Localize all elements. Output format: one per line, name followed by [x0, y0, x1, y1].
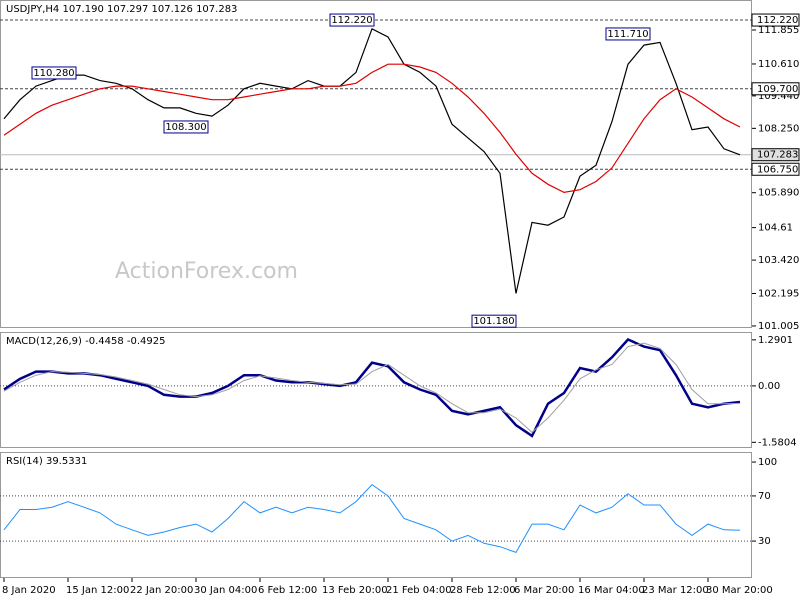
annotation-box: [163, 120, 209, 134]
annotation-label: 108.300: [165, 122, 206, 133]
panel-title: RSI(14) 39.5331: [6, 456, 87, 467]
level-label: 109.700: [757, 84, 798, 95]
panel-frame: [0, 452, 752, 578]
y-tick-label: 108.250: [758, 123, 799, 134]
panel-frame: [0, 332, 752, 448]
y-tick-label: 100: [758, 457, 777, 468]
x-tick-label: 8 Jan 2020: [2, 585, 56, 596]
x-tick-label: 21 Feb 04:00: [386, 585, 452, 596]
x-tick-label: 23 Mar 12:00: [642, 585, 709, 596]
y-tick-label: -1.5804: [758, 437, 797, 448]
x-tick-label: 13 Feb 20:00: [322, 585, 388, 596]
annotation-box: [329, 13, 375, 27]
x-tick-label: 6 Feb 12:00: [258, 585, 317, 596]
x-tick-label: 30 Mar 20:00: [706, 585, 773, 596]
level-label-box: [751, 148, 800, 162]
series-line: [3, 337, 741, 438]
y-tick-label: 110.610: [758, 59, 799, 70]
x-tick-label: 22 Jan 20:00: [130, 585, 193, 596]
panel-title: MACD(12,26,9) -0.4458 -0.4925: [6, 336, 166, 347]
panel-title: USDJPY,H4 107.190 107.297 107.126 107.28…: [6, 4, 237, 15]
y-tick-label: 111.855: [758, 25, 799, 36]
y-tick-label: 0.00: [758, 381, 780, 392]
y-tick-label: 103.420: [758, 255, 799, 266]
level-label-box: [751, 13, 800, 27]
annotation-label: 110.280: [33, 68, 74, 79]
series-line: [3, 63, 741, 194]
annotation-box: [31, 66, 77, 80]
y-tick-label: 102.195: [758, 288, 799, 299]
annotation-box: [605, 27, 651, 41]
x-tick-label: 28 Feb 12:00: [450, 585, 516, 596]
x-tick-label: 15 Jan 12:00: [66, 585, 129, 596]
level-label: 107.283: [757, 150, 798, 161]
y-tick-label: 101.005: [758, 321, 799, 332]
level-label: 106.750: [757, 164, 798, 175]
y-tick-label: 109.440: [758, 91, 799, 102]
level-label: 112.220: [757, 15, 798, 26]
series-line: [3, 342, 741, 433]
x-tick-label: 30 Jan 04:00: [194, 585, 257, 596]
y-tick-label: 70: [758, 491, 771, 502]
annotation-label: 111.710: [607, 29, 648, 40]
y-tick-label: 104.61: [758, 223, 793, 234]
y-tick-label: 105.890: [758, 188, 799, 199]
x-tick-label: 6 Mar 20:00: [514, 585, 574, 596]
annotation-label: 101.180: [473, 316, 514, 327]
series-line: [3, 483, 741, 554]
y-tick-label: 30: [758, 536, 771, 547]
annotation-box: [471, 314, 517, 328]
level-label-box: [751, 162, 800, 176]
watermark: ActionForex.com: [115, 259, 298, 284]
annotation-label: 112.220: [331, 15, 372, 26]
series-line: [3, 27, 741, 294]
x-tick-label: 16 Mar 04:00: [578, 585, 645, 596]
y-tick-label: 1.2901: [758, 335, 793, 346]
level-label-box: [751, 82, 800, 96]
